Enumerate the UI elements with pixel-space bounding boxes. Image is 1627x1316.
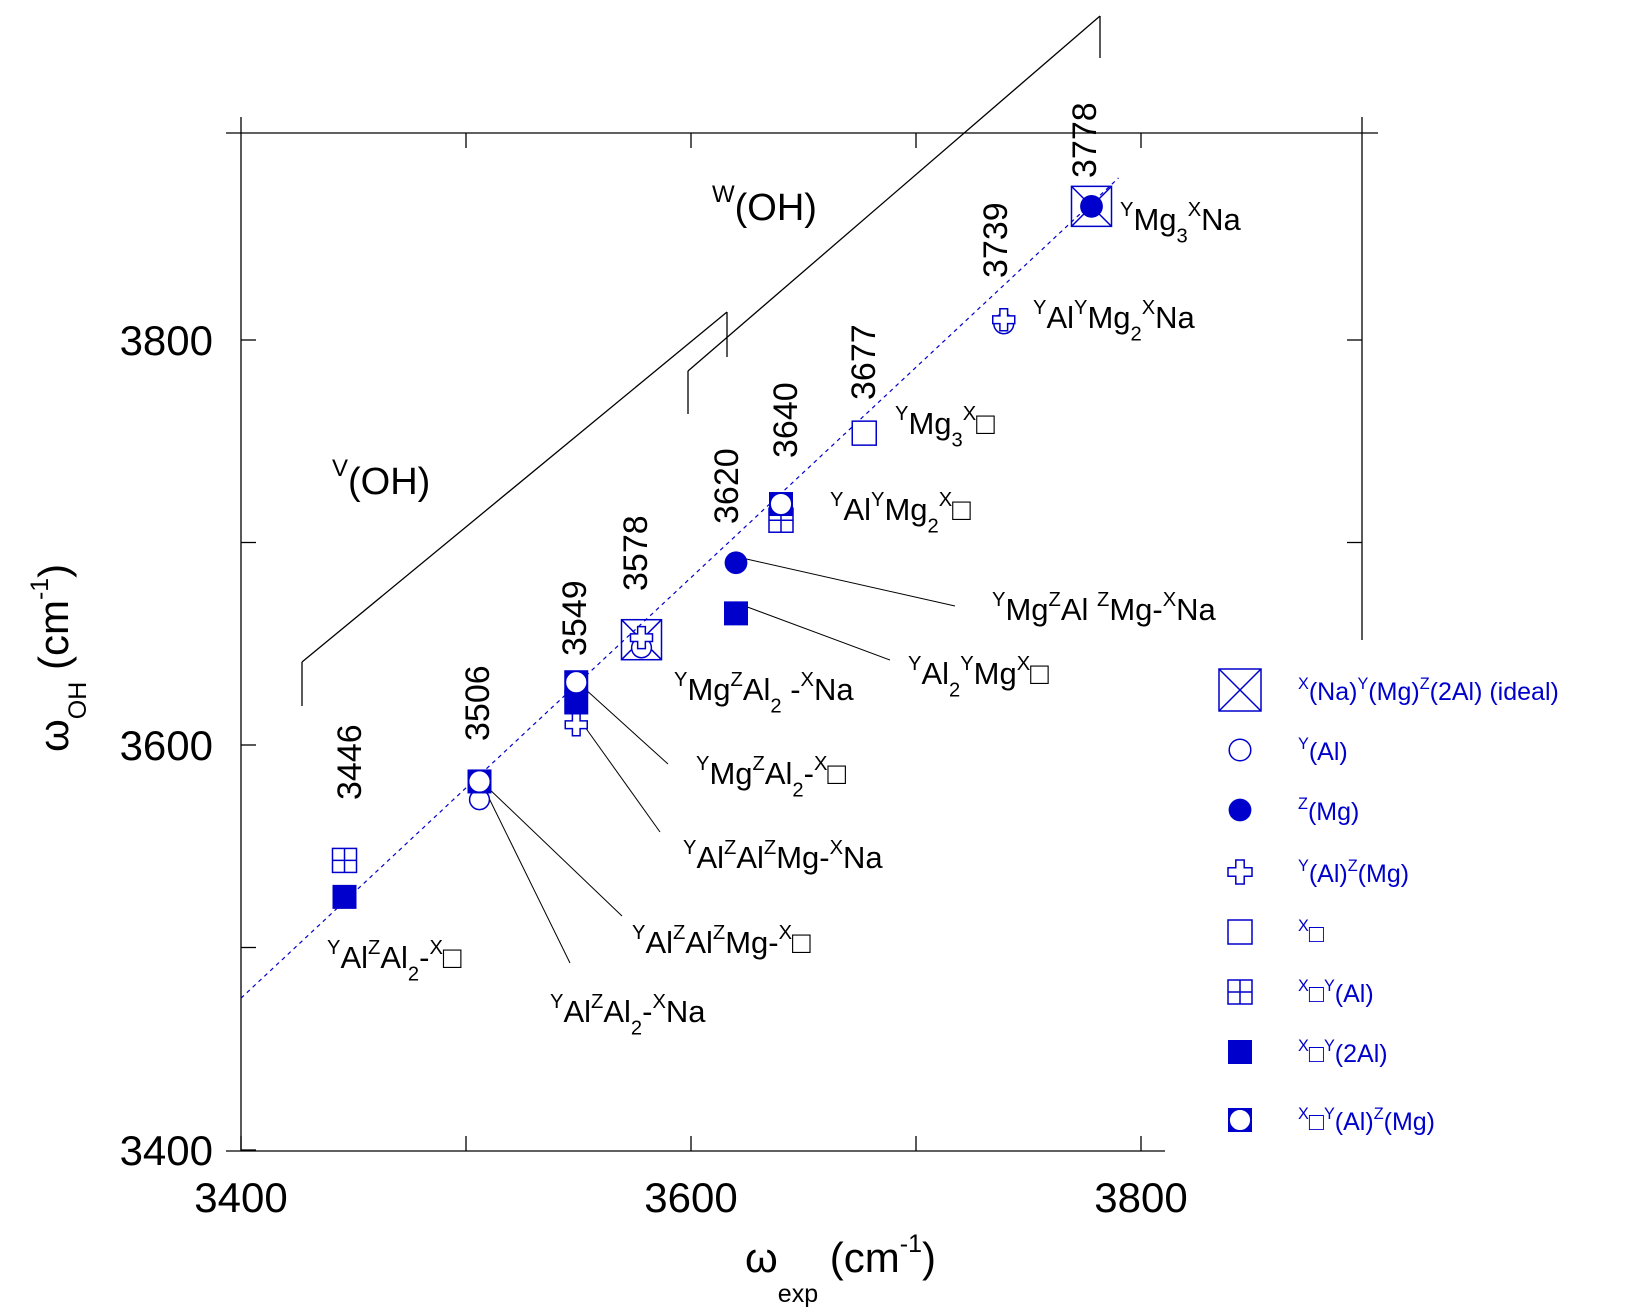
w-oh-boundary-line (687, 15, 1101, 372)
square-circle-marker (1228, 1108, 1252, 1132)
annotation-label: YAlZAl2-X□ (327, 937, 462, 985)
legend: X(Na)Y(Mg)Z(2Al) (ideal)Y(Al)Z(Mg)Y(Al)Z… (1218, 668, 1559, 1136)
boxed-plus-marker (331, 847, 358, 874)
x-tick-label: 3800 (1094, 1174, 1187, 1221)
square-circle-marker (769, 492, 793, 517)
annotation-label: YMg3X□ (895, 403, 995, 451)
annotation-label: YAlYMg2XNa (1033, 297, 1196, 345)
annotation-label: YMg3XNa (1120, 199, 1242, 247)
legend-label: X□ (1298, 917, 1325, 948)
axis-ticks (240, 133, 1362, 1151)
peak-label: 3549 (556, 580, 594, 656)
region-label: V(OH) (332, 455, 430, 503)
boxed-x-marker (1218, 668, 1262, 712)
tick-labels: 3400 3600 3800 3400 3600 3800 (120, 317, 1188, 1221)
legend-label: X□Y(Al)Z(Mg) (1298, 1105, 1435, 1136)
x-tick-label: 3600 (644, 1174, 737, 1221)
peak-label: 3778 (1066, 102, 1104, 178)
filled-circle-marker (1080, 194, 1103, 218)
peak-label: 3677 (845, 324, 883, 400)
legend-label: Y(Al) (1298, 735, 1348, 766)
legend-label: Z(Mg) (1298, 795, 1359, 826)
plus-marker (992, 308, 1016, 332)
x-tick-label: 3400 (194, 1174, 287, 1221)
leader-line (741, 604, 891, 661)
filled-square-marker (332, 884, 357, 909)
region-label: W(OH) (712, 181, 817, 229)
annotation-label: YAlZAl2-XNa (550, 991, 706, 1039)
annotation-label: YAlYMg2X□ (830, 489, 971, 537)
leader-line (484, 784, 623, 917)
legend-label: X□Y(Al) (1298, 977, 1374, 1008)
peak-label: 3578 (617, 515, 655, 591)
annotation-label: YMgZAl ZMg-XNa (992, 589, 1217, 627)
annotations: YMg3XNa YAlYMg2XNa YMg3X□ YAlYMg2X□ YMgZAl Z… (327, 199, 1242, 1039)
leader-line (574, 712, 661, 833)
y-tick-label: 3400 (120, 1127, 213, 1174)
annotation-label: YAlZAlZMg-X□ (632, 922, 811, 960)
peak-label: 3446 (331, 724, 369, 800)
boxed-plus-marker (1227, 979, 1253, 1005)
plus-marker (564, 713, 588, 737)
filled-square-marker (564, 690, 589, 715)
filled-circle-marker (724, 551, 748, 575)
leader-line (583, 687, 669, 765)
peak-label: 3620 (708, 448, 746, 524)
square-circle-marker (564, 670, 589, 695)
open-square-marker (851, 420, 877, 446)
peak-label: 3506 (459, 665, 497, 741)
data-points (331, 185, 1113, 909)
legend-label: Y(Al)Z(Mg) (1298, 857, 1409, 888)
y-tick-label: 3800 (120, 317, 213, 364)
annotation-label: YAlZAlZMg-XNa (683, 837, 883, 875)
diagonal-dashed-line (240, 177, 1119, 999)
open-circle-marker (1228, 738, 1252, 762)
annotation-label: YAl2YMgX□ (908, 653, 1049, 701)
plus-marker (1227, 859, 1253, 885)
plus-marker (629, 625, 654, 650)
y-axis-label: ωOH (cm-1) (26, 564, 92, 752)
filled-circle-marker (1228, 798, 1252, 822)
annotation-label: YMgZAl2 -XNa (674, 669, 854, 717)
plot-frame (226, 117, 1378, 1152)
square-circle-marker (467, 769, 492, 794)
open-square-marker (1227, 919, 1253, 945)
peak-label: 3640 (767, 382, 805, 458)
peak-label: 3739 (977, 202, 1015, 278)
leader-line (741, 557, 956, 607)
region-lines: V(OH) W(OH) (301, 15, 1101, 706)
legend-label: X(Na)Y(Mg)Z(2Al) (ideal) (1298, 675, 1559, 706)
y-tick-label: 3600 (120, 722, 213, 769)
axis-labels: ωexp (cm-1) ωOH (cm-1) (26, 564, 936, 1308)
filled-square-marker (724, 601, 748, 626)
v-oh-boundary-line (301, 311, 728, 663)
filled-square-marker (1228, 1040, 1252, 1064)
annotation-label: YMgZAl2-X□ (696, 753, 846, 801)
leader-line (484, 789, 571, 964)
leader-lines (484, 557, 956, 964)
legend-label: X□Y(2Al) (1298, 1037, 1388, 1068)
x-axis-label: ωexp (cm-1) (745, 1230, 936, 1308)
diagonal-line (240, 177, 1119, 999)
peak-labels: 3446 3506 3549 3578 3620 3640 3677 3739 3778 (331, 102, 1104, 800)
